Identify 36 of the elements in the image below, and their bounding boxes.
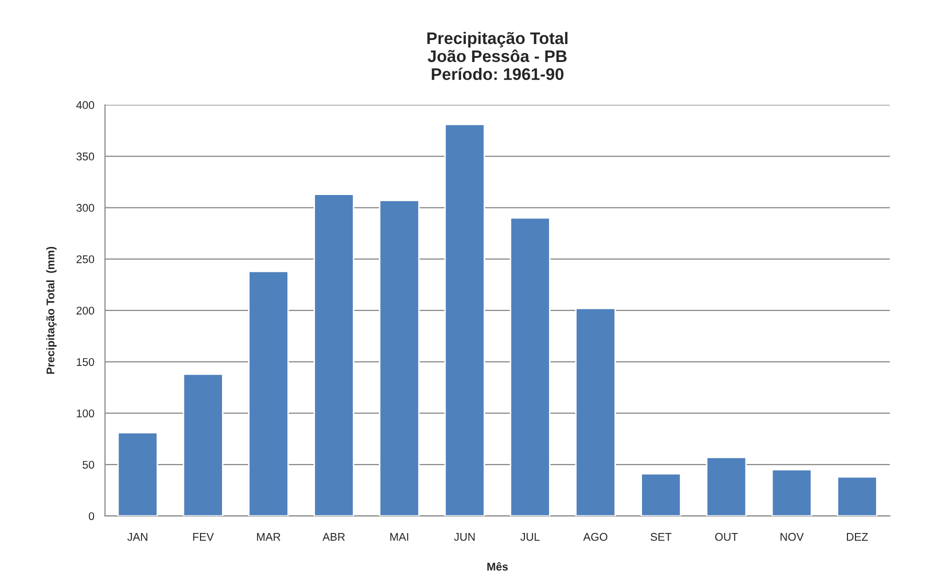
x-tick-label: JAN bbox=[127, 533, 148, 541]
x-tick-label: JUN bbox=[454, 533, 475, 541]
y-tick-label: 200 bbox=[76, 306, 94, 315]
bar bbox=[314, 194, 354, 516]
x-tick-label: JUL bbox=[520, 533, 540, 541]
bar bbox=[640, 473, 682, 516]
y-tick-label: 100 bbox=[76, 409, 94, 418]
x-tick-label: AGO bbox=[583, 532, 608, 541]
x-tick-label: SET bbox=[650, 532, 672, 541]
bar bbox=[378, 200, 420, 516]
bar bbox=[117, 432, 158, 516]
y-tick-label: 350 bbox=[76, 152, 94, 160]
x-tick-label: NOV bbox=[780, 532, 804, 541]
bar bbox=[444, 124, 486, 516]
chart-title: Precipitação Total João Pessôa - PB Período: 1961-90 bbox=[427, 32, 568, 80]
bar bbox=[706, 456, 747, 516]
x-tick-label: MAR bbox=[257, 533, 280, 541]
bar bbox=[510, 217, 550, 516]
x-tick-label: ABR bbox=[322, 533, 345, 541]
x-axis-title: Mês bbox=[487, 562, 508, 571]
x-tick-label: DEZ bbox=[846, 533, 868, 541]
bar bbox=[248, 270, 289, 516]
bar bbox=[836, 476, 878, 516]
bar bbox=[182, 373, 224, 516]
y-tick-label: 50 bbox=[82, 460, 94, 469]
x-tick-label: FEV bbox=[193, 533, 214, 541]
y-tick-label: 250 bbox=[76, 255, 94, 264]
y-tick-label: 150 bbox=[76, 358, 94, 366]
y-axis-title: Precipitação Total (mm) bbox=[46, 246, 57, 374]
y-tick-label: 300 bbox=[76, 204, 94, 212]
y-tick-label: 400 bbox=[76, 101, 94, 110]
x-tick-label: MAI bbox=[390, 533, 408, 541]
bar bbox=[575, 308, 616, 516]
y-tick-label: 0 bbox=[88, 512, 94, 520]
bar bbox=[771, 469, 812, 516]
x-tick-label: OUT bbox=[715, 532, 738, 541]
